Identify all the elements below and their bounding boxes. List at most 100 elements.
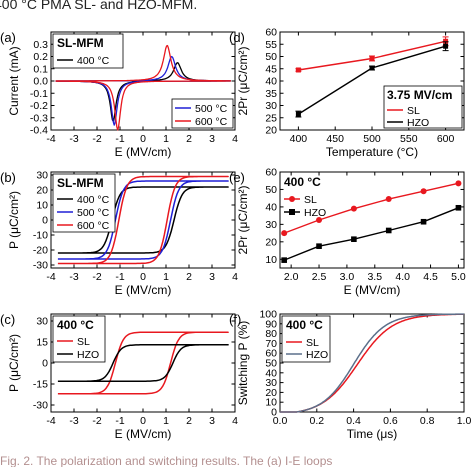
panel-label: (c) — [0, 312, 15, 327]
x-tick-label: 0.2 — [309, 415, 324, 427]
legend-label: 500 °C — [195, 103, 228, 115]
y-tick-label: 25 — [265, 112, 277, 124]
data-point — [316, 217, 323, 223]
x-tick-label: 0.6 — [383, 415, 398, 427]
x-axis-label: E (MV/cm) — [344, 283, 401, 297]
y-tick-label: 30 — [36, 170, 48, 182]
series-line-600C — [57, 175, 229, 265]
x-tick-label: -1 — [115, 415, 124, 427]
y-tick-label: 90 — [265, 318, 277, 330]
y-tick-label: 10 — [265, 254, 277, 266]
x-tick-label: 4.0 — [395, 271, 410, 283]
x-tick-label: -4 — [46, 133, 55, 145]
data-point — [350, 205, 357, 212]
inset-title: 400 °C — [57, 318, 94, 332]
y-tick-label: 50 — [265, 51, 277, 63]
legend-label: 400 °C — [77, 194, 110, 206]
series-line-e-1 — [283, 207, 459, 261]
x-tick-label: 550 — [400, 133, 418, 145]
x-tick-label: 3.5 — [367, 271, 382, 283]
x-tick-label: 0 — [140, 271, 146, 283]
y-tick-label: -30 — [33, 260, 48, 272]
legend-box — [383, 85, 463, 129]
y-tick-label: 20 — [265, 125, 277, 137]
legend-label: 400 °C — [77, 55, 110, 67]
x-tick-label: 2.5 — [312, 271, 327, 283]
inset-title: 3.75 MV/cm — [387, 88, 452, 102]
y-tick-label: -20 — [33, 245, 48, 257]
panel-f: 0.0 0.2 0.4 0.6 0.8 1.0 0102030405060708090100… — [229, 309, 471, 442]
y-tick-label: 50 — [265, 184, 277, 196]
legend-box — [52, 173, 116, 233]
x-tick-label: 2.0 — [284, 271, 299, 283]
y-tick-label: -10 — [33, 230, 48, 242]
x-tick-label: -2 — [92, 415, 101, 427]
panel-label: (a) — [0, 30, 16, 45]
x-tick-label: -2 — [92, 133, 101, 145]
data-point — [295, 111, 301, 117]
panel-label: (d) — [229, 30, 245, 45]
x-tick-label: 0 — [140, 133, 146, 145]
x-axis-label: E (MV/cm) — [115, 283, 172, 297]
x-tick-label: 3.0 — [340, 271, 355, 283]
data-point — [443, 43, 449, 49]
legend-label: 600 °C — [77, 220, 110, 232]
x-tick-label: 1 — [163, 133, 169, 145]
y-tick-label: 20 — [36, 185, 48, 197]
data-point — [295, 67, 301, 73]
data-point — [385, 196, 392, 203]
data-point — [316, 243, 322, 249]
legend-label: HZO — [407, 117, 429, 129]
y-tick-label: 30 — [265, 377, 277, 389]
y-tick-label: 45 — [265, 63, 277, 75]
y-tick-label: 20 — [265, 387, 277, 399]
x-tick-label: 600 — [437, 133, 455, 145]
x-tick-label: 0 — [140, 415, 146, 427]
caption-text: Fig. 2. The polarization and switching r… — [0, 454, 332, 467]
y-tick-label: 10 — [36, 200, 48, 212]
x-tick-label: -3 — [69, 415, 78, 427]
x-tick-label: -4 — [46, 415, 55, 427]
data-point — [420, 218, 427, 225]
inset-title: 400 °C — [286, 318, 323, 332]
x-tick-label: 2 — [186, 133, 192, 145]
x-tick-label: -1 — [115, 133, 124, 145]
x-axis-label: Temperature (°C) — [326, 145, 418, 159]
y-tick-label: 60 — [265, 27, 277, 39]
x-tick-label: 0.0 — [273, 415, 288, 427]
y-tick-label: 55 — [265, 39, 277, 51]
legend-label: 500 °C — [77, 207, 110, 219]
y-tick-label: 60 — [265, 348, 277, 360]
y-axis-label: 2Pr (μC/cm²) — [236, 186, 250, 255]
y-tick-label: 100 — [259, 309, 277, 321]
data-point — [369, 65, 375, 71]
x-tick-label: 400 — [290, 133, 308, 145]
x-tick-label: -3 — [69, 271, 78, 283]
x-tick-label: 1 — [163, 415, 169, 427]
x-tick-label: 450 — [326, 133, 344, 145]
x-tick-label: -3 — [69, 133, 78, 145]
y-tick-label: 0.1 — [33, 63, 48, 75]
y-tick-label: -0.4 — [30, 125, 48, 137]
panel-c: -4 -3 -2 -1 0 1 2 3 4 -30 -15 0 15 30 (c) E (MV/cm) P (μ… — [0, 312, 238, 441]
series-line-HZO — [57, 344, 229, 382]
y-axis-label: P (μC/cm²) — [7, 191, 21, 249]
legend-box — [52, 315, 106, 363]
series-line-f-1 — [280, 313, 464, 413]
y-tick-label: 70 — [265, 338, 277, 350]
x-tick-label: 2 — [186, 415, 192, 427]
x-tick-label: 500 — [363, 133, 381, 145]
data-point — [385, 227, 392, 234]
data-point — [420, 188, 427, 195]
x-tick-label: 4 — [232, 415, 238, 427]
panels: -4 -3 -2 -1 0 1 2 3 4-0.4-0.3-0.2-0.10.00.10.20.… — [0, 27, 471, 442]
y-tick-label: 80 — [265, 328, 277, 340]
y-tick-label: 40 — [265, 367, 277, 379]
panel-e: 2.0 2.5 3.0 3.5 4.0 4.5 5.0 10 20 30 40 50 60 (e) E (M… — [229, 167, 466, 298]
panel-label: (e) — [229, 170, 245, 185]
x-tick-label: 1 — [163, 271, 169, 283]
x-tick-label: 5.0 — [451, 271, 466, 283]
legend-label: HZO — [306, 349, 328, 361]
